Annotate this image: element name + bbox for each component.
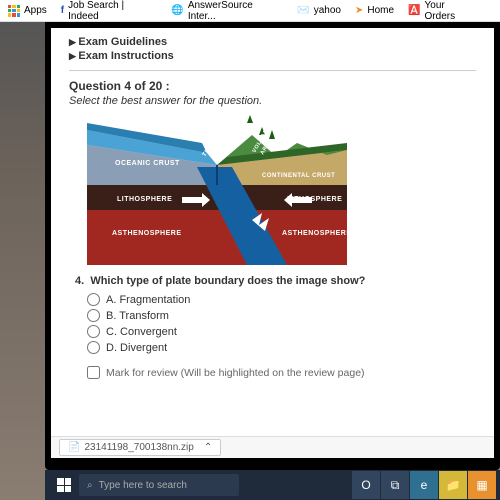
exam-instructions-link[interactable]: Exam Instructions [69, 50, 476, 62]
question-instruction: Select the best answer for the question. [69, 95, 476, 107]
bookmark-label: AnswerSource Inter... [188, 0, 283, 22]
bookmark-orders[interactable]: 🅰️ Your Orders [408, 0, 478, 22]
taskbar-tray: O ⧉ e 📁 ▦ [352, 471, 496, 499]
bookmark-label: yahoo [314, 5, 341, 16]
desk-background: Exam Guidelines Exam Instructions Questi… [0, 22, 500, 500]
home-arrow-icon: ➤ [355, 5, 363, 16]
option-d[interactable]: D. Divergent [87, 341, 476, 354]
taskbar-search[interactable]: ⌕ Type here to search [79, 474, 239, 496]
exam-guidelines-link[interactable]: Exam Guidelines [69, 36, 476, 48]
bookmark-answer[interactable]: 🌐 AnswerSource Inter... [171, 0, 283, 22]
bookmark-home[interactable]: ➤ Home [355, 5, 394, 16]
bookmark-apps[interactable]: Apps [8, 5, 47, 17]
question-text: 4. Which type of plate boundary does the… [75, 275, 476, 287]
label-lithosphere-right: LITHOSPHERE [287, 196, 342, 203]
option-b-radio[interactable] [87, 309, 100, 322]
option-a[interactable]: A. Fragmentation [87, 293, 476, 306]
mail-icon: ✉️ [297, 5, 309, 16]
option-c-radio[interactable] [87, 325, 100, 338]
indeed-icon: f [61, 5, 64, 16]
label-lithosphere-left: LITHOSPHERE [117, 196, 172, 203]
taskbar-app-icon[interactable]: ▦ [468, 471, 496, 499]
taskbar-cortana-icon[interactable]: O [352, 471, 380, 499]
laptop-frame: Exam Guidelines Exam Instructions Questi… [45, 22, 500, 470]
taskbar-explorer-icon[interactable]: 📁 [439, 471, 467, 499]
amazon-icon: 🅰️ [408, 5, 420, 16]
bookmark-label: Your Orders [425, 0, 478, 22]
option-c-label: C. Convergent [106, 326, 177, 338]
option-a-label: A. Fragmentation [106, 294, 190, 306]
bookmark-label: Apps [24, 5, 47, 16]
label-asthenosphere-right: ASTHENOSPHERE [282, 230, 347, 237]
option-d-label: D. Divergent [106, 342, 167, 354]
download-bar: 📄 23141198_700138nn.zip ⌃ [51, 436, 494, 458]
bookmark-label: Job Search | Indeed [68, 0, 157, 22]
globe-icon: 🌐 [171, 5, 183, 16]
download-filename: 23141198_700138nn.zip [84, 442, 193, 453]
search-icon: ⌕ [87, 480, 93, 491]
bookmark-job[interactable]: f Job Search | Indeed [61, 0, 158, 22]
bookmark-yahoo[interactable]: ✉️ yahoo [297, 5, 341, 16]
screen: Exam Guidelines Exam Instructions Questi… [51, 28, 494, 458]
bookmark-label: Home [367, 5, 394, 16]
taskbar-taskview-icon[interactable]: ⧉ [381, 471, 409, 499]
taskbar-edge-icon[interactable]: e [410, 471, 438, 499]
exam-content: Exam Guidelines Exam Instructions Questi… [51, 28, 494, 387]
plate-boundary-diagram: OCEANIC CRUST CONTINENTAL CRUST LITHOSPH… [87, 115, 347, 265]
label-continental-crust: CONTINENTAL CRUST [262, 173, 335, 179]
option-a-radio[interactable] [87, 293, 100, 306]
label-asthenosphere-left: ASTHENOSPHERE [112, 230, 182, 237]
chevron-up-icon: ⌃ [204, 442, 212, 453]
windows-icon [57, 478, 71, 492]
label-trench: TRENCH [202, 132, 223, 158]
option-b-label: B. Transform [106, 310, 169, 322]
search-placeholder: Type here to search [99, 480, 187, 491]
mark-for-review[interactable]: Mark for review (Will be highlighted on … [87, 366, 476, 379]
mark-checkbox[interactable] [87, 366, 100, 379]
option-c[interactable]: C. Convergent [87, 325, 476, 338]
label-oceanic-crust: OCEANIC CRUST [115, 160, 180, 167]
file-icon: 📄 [68, 442, 80, 453]
question-counter: Question 4 of 20 : [69, 79, 476, 93]
taskbar: ⌕ Type here to search O ⧉ e 📁 ▦ [45, 470, 500, 500]
divider [69, 70, 476, 71]
bookmark-bar: Apps f Job Search | Indeed 🌐 AnswerSourc… [0, 0, 500, 22]
mark-label: Mark for review (Will be highlighted on … [106, 367, 365, 379]
option-b[interactable]: B. Transform [87, 309, 476, 322]
download-chip[interactable]: 📄 23141198_700138nn.zip ⌃ [59, 439, 221, 456]
start-button[interactable] [49, 470, 79, 500]
option-d-radio[interactable] [87, 341, 100, 354]
apps-icon [8, 5, 20, 17]
